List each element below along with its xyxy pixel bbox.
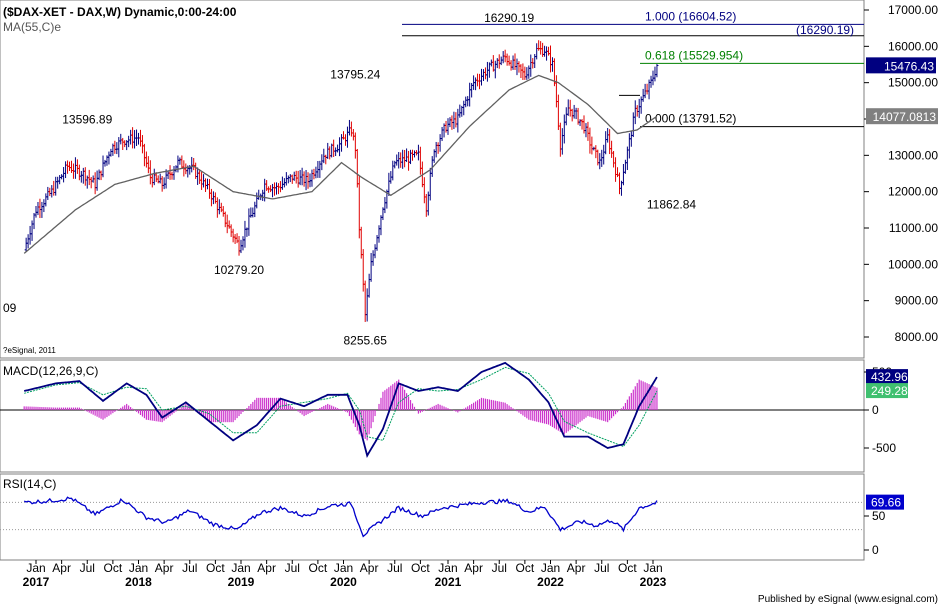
year-label: 2020 — [330, 575, 357, 589]
time-axis: Jan Apr Jul Oct Jan Apr Jul Oct Jan Apr Jul Oct Jan A… — [23, 560, 667, 589]
fibonacci-levels: 1.000 (16604.52) 0.618 (15529.954) 0.000 (… — [402, 9, 864, 128]
copyright-text: ?eSignal, 2011 — [3, 346, 56, 355]
rsi-value-tag: 69.66 — [871, 496, 901, 510]
rsi-tick-label: 0 — [872, 543, 879, 557]
month-label: Jan — [643, 561, 662, 575]
month-label: Jan — [129, 561, 148, 575]
price-annotation: 16290.19 — [484, 11, 534, 25]
fib-aux-label: (16290.19) — [796, 23, 854, 37]
month-label: Oct — [411, 561, 430, 575]
price-tick-label: 12000.00 — [888, 185, 938, 199]
month-label: Oct — [104, 561, 123, 575]
macd-signal-line — [24, 366, 658, 448]
last-price-tag: 15476.43 — [884, 59, 934, 73]
month-label: Apr — [464, 561, 483, 575]
month-label: Apr — [52, 561, 71, 575]
month-label: Jan — [334, 561, 353, 575]
macd-tick-label: -500 — [872, 441, 896, 455]
price-tick-label: 17000.00 — [888, 3, 938, 17]
month-label: Apr — [257, 561, 276, 575]
price-panel — [0, 0, 865, 359]
month-label: Oct — [618, 561, 637, 575]
month-label: Jan — [26, 561, 45, 575]
month-label: Oct — [309, 561, 328, 575]
fib-level-label: 0.000 (13791.52) — [645, 112, 736, 126]
month-label: Jul — [182, 561, 197, 575]
price-tick-label: 9000.00 — [895, 294, 939, 308]
month-label: Oct — [206, 561, 225, 575]
year-label: 2017 — [23, 575, 50, 589]
month-label: Jan — [231, 561, 250, 575]
rsi-line — [23, 496, 658, 538]
price-annotation: 11862.84 — [647, 198, 696, 212]
year-label: 2018 — [125, 575, 152, 589]
price-annotation: 10279.20 — [214, 263, 264, 277]
month-label: Apr — [567, 561, 586, 575]
price-axis: 17000.0016000.0015000.0014000.0013000.00… — [864, 3, 938, 344]
price-tick-label: 10000.00 — [888, 257, 938, 271]
macd-value-tag-bg — [866, 369, 908, 385]
macd-panel — [0, 359, 865, 473]
macd-line — [23, 361, 658, 458]
month-label: Jul — [594, 561, 609, 575]
rsi-value-tag-bg — [866, 494, 904, 510]
rsi-indicator: 50 0 69.66 — [0, 494, 904, 557]
partial-label: 09 — [3, 301, 17, 315]
month-label: Apr — [155, 561, 174, 575]
price-tick-label: 13000.00 — [888, 148, 938, 162]
macd-value-tag: 432.96 — [871, 370, 908, 384]
fib-level-label: 1.000 (16604.52) — [645, 9, 736, 23]
macd-label: MACD(12,26,9,C) — [3, 364, 98, 378]
year-label: 2022 — [537, 575, 564, 589]
ma-label: MA(55,C)e — [3, 20, 61, 34]
year-label: 2021 — [435, 575, 462, 589]
fib-level-label: 0.618 (15529.954) — [645, 48, 743, 62]
last-price-tags: 15476.43 14077.0813 — [866, 57, 938, 125]
price-tick-label: 15000.00 — [888, 76, 938, 90]
rsi-label: RSI(14,C) — [3, 477, 56, 491]
price-annotation: 13596.89 — [62, 113, 112, 127]
month-label: Jan — [541, 561, 560, 575]
month-label: Jul — [387, 561, 402, 575]
price-tick-label: 16000.00 — [888, 39, 938, 53]
month-label: Jul — [80, 561, 95, 575]
rsi-panel — [0, 473, 865, 561]
ma-value-tag: 14077.0813 — [873, 110, 937, 124]
month-label: Jul — [285, 561, 300, 575]
ma-value-tag-bg — [866, 108, 938, 125]
price-tick-label: 8000.00 — [895, 330, 939, 344]
footer-text: Published by eSignal (www.esignal.com) — [758, 594, 938, 605]
price-tick-label: 11000.00 — [889, 221, 938, 235]
signal-value-tag: 249.28 — [871, 384, 908, 398]
year-label: 2023 — [640, 575, 667, 589]
month-label: Jul — [492, 561, 507, 575]
chart-title: ($DAX-XET - DAX,W) Dynamic,0:00-24:00 — [3, 5, 237, 19]
month-label: Apr — [360, 561, 379, 575]
moving-average-line — [23, 74, 658, 254]
month-label: Oct — [516, 561, 535, 575]
price-annotation: 8255.65 — [344, 334, 388, 348]
signal-value-tag-bg — [866, 383, 908, 399]
year-label: 2019 — [228, 575, 255, 589]
rsi-tick-label: 50 — [872, 509, 886, 523]
last-price-tag-bg — [866, 57, 936, 74]
month-label: Jan — [438, 561, 457, 575]
price-annotation: 13795.24 — [330, 67, 380, 81]
price-bars — [24, 40, 659, 322]
macd-tick-label: 0 — [872, 403, 879, 417]
price-annotations: 13596.89 10279.20 13795.24 8255.65 16290.19 1… — [62, 11, 696, 348]
